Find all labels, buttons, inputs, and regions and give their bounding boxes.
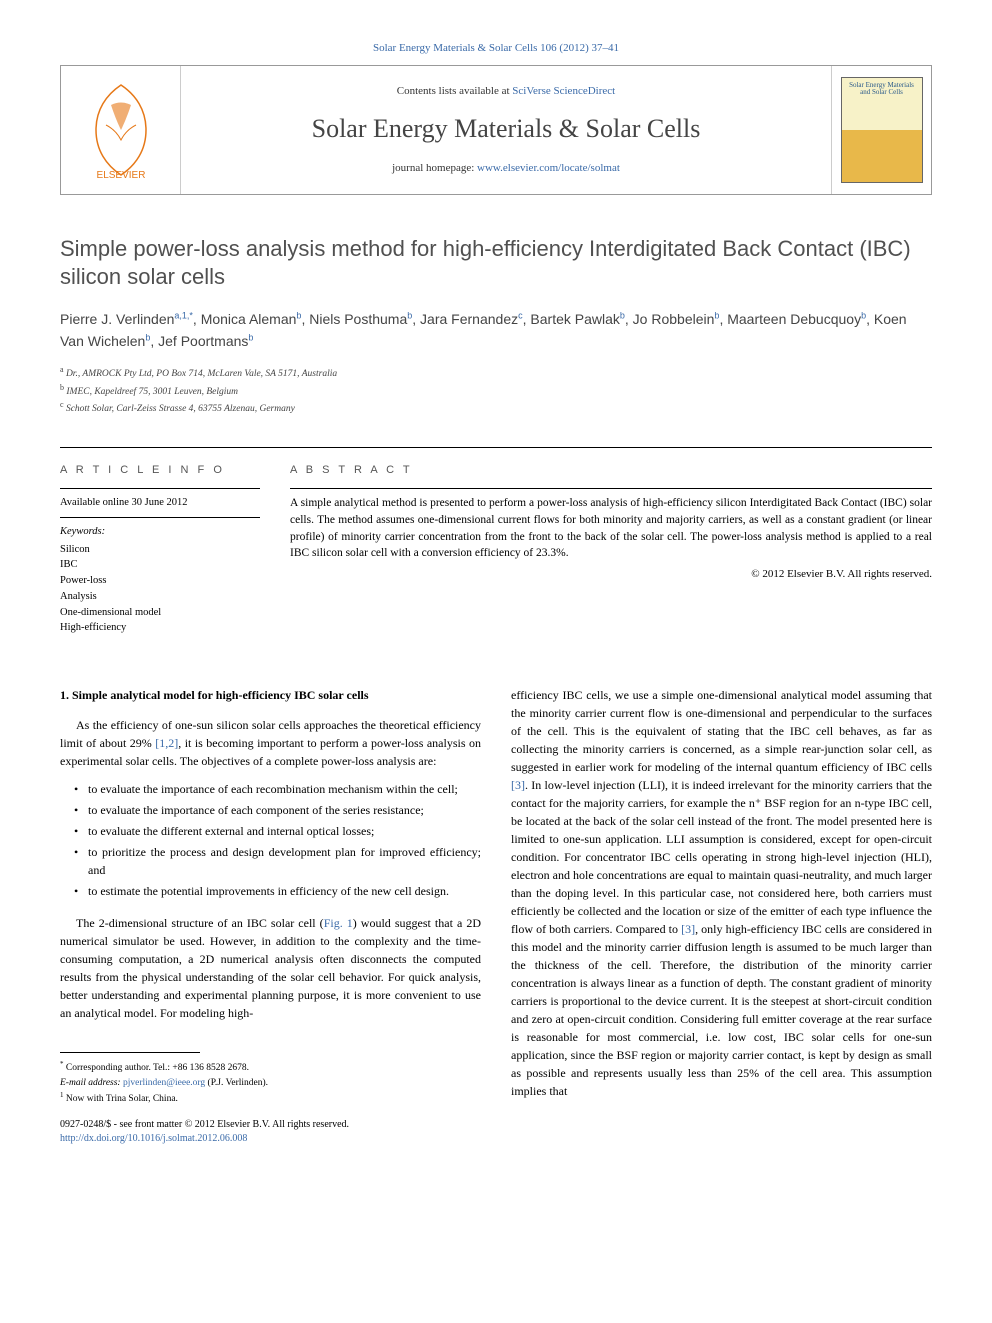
author-affiliation-sup[interactable]: b	[861, 310, 866, 320]
keywords-label: Keywords:	[60, 524, 260, 540]
doi-link[interactable]: http://dx.doi.org/10.1016/j.solmat.2012.…	[60, 1132, 481, 1146]
keyword: One-dimensional model	[60, 605, 260, 621]
email-note: E-mail address: pjverlinden@ieee.org (P.…	[60, 1076, 481, 1090]
doi-block: 0927-0248/$ - see front matter © 2012 El…	[60, 1118, 481, 1146]
keyword: IBC	[60, 557, 260, 573]
author-affiliation-sup[interactable]: b	[145, 332, 150, 342]
citation-link[interactable]: [3]	[511, 778, 525, 792]
objective-item: to evaluate the importance of each compo…	[74, 801, 481, 819]
abstract: A B S T R A C T A simple analytical meth…	[290, 462, 932, 637]
info-divider-2	[60, 517, 260, 518]
keyword: Power-loss	[60, 573, 260, 589]
para-2: The 2-dimensional structure of an IBC so…	[60, 914, 481, 1022]
cover-text-2: and Solar Cells	[860, 89, 903, 97]
affiliation-line: c Schott Solar, Carl-Zeiss Strasse 4, 63…	[60, 399, 932, 416]
figure-link[interactable]: Fig. 1	[324, 916, 353, 930]
article-info: A R T I C L E I N F O Available online 3…	[60, 462, 260, 637]
author-email-link[interactable]: pjverlinden@ieee.org	[123, 1078, 205, 1088]
elsevier-label: ELSEVIER	[96, 170, 145, 180]
corresponding-author-note: * Corresponding author. Tel.: +86 136 85…	[60, 1059, 481, 1075]
citation-link[interactable]: [1,2]	[155, 736, 178, 750]
keyword: Analysis	[60, 589, 260, 605]
col2-para: efficiency IBC cells, we use a simple on…	[511, 686, 932, 1100]
contents-prefix: Contents lists available at	[397, 85, 512, 97]
email-name: (P.J. Verlinden).	[205, 1078, 268, 1088]
abstract-divider	[290, 488, 932, 489]
body-columns: 1. Simple analytical model for high-effi…	[60, 686, 932, 1146]
info-abstract-row: A R T I C L E I N F O Available online 3…	[60, 447, 932, 637]
cover-thumbnail: Solar Energy Materials and Solar Cells	[841, 77, 923, 183]
objective-item: to estimate the potential improvements i…	[74, 882, 481, 900]
info-divider-1	[60, 488, 260, 489]
affiliations: a Dr., AMROCK Pty Ltd, PO Box 714, McLar…	[60, 364, 932, 416]
journal-name: Solar Energy Materials & Solar Cells	[312, 109, 701, 148]
author-affiliation-sup[interactable]: b	[620, 310, 625, 320]
author-affiliation-sup[interactable]: b	[296, 310, 301, 320]
article-info-heading: A R T I C L E I N F O	[60, 462, 260, 479]
abstract-text: A simple analytical method is presented …	[290, 495, 932, 562]
elsevier-logo: ELSEVIER	[61, 66, 181, 194]
contents-available: Contents lists available at SciVerse Sci…	[397, 83, 615, 100]
affiliation-line: a Dr., AMROCK Pty Ltd, PO Box 714, McLar…	[60, 364, 932, 381]
author-affiliation-sup[interactable]: b	[714, 310, 719, 320]
email-label: E-mail address:	[60, 1078, 123, 1088]
column-right: efficiency IBC cells, we use a simple on…	[511, 686, 932, 1146]
header-center: Contents lists available at SciVerse Sci…	[181, 66, 831, 194]
affiliation-line: b IMEC, Kapeldreef 75, 3001 Leuven, Belg…	[60, 382, 932, 399]
column-left: 1. Simple analytical model for high-effi…	[60, 686, 481, 1146]
abstract-heading: A B S T R A C T	[290, 462, 932, 479]
section-1-heading: 1. Simple analytical model for high-effi…	[60, 686, 481, 704]
keyword: High-efficiency	[60, 620, 260, 636]
abstract-copyright: © 2012 Elsevier B.V. All rights reserved…	[290, 566, 932, 583]
objective-item: to evaluate the importance of each recom…	[74, 780, 481, 798]
footnotes: * Corresponding author. Tel.: +86 136 85…	[60, 1059, 481, 1106]
authors-list: Pierre J. Verlindena,1,*, Monica Alemanb…	[60, 308, 932, 353]
author-affiliation-sup[interactable]: a,1,*	[174, 310, 193, 320]
homepage-link[interactable]: www.elsevier.com/locate/solmat	[477, 162, 620, 174]
keyword: Silicon	[60, 542, 260, 558]
objective-item: to prioritize the process and design dev…	[74, 843, 481, 879]
homepage-prefix: journal homepage:	[392, 162, 477, 174]
objectives-list: to evaluate the importance of each recom…	[60, 780, 481, 900]
sciencedirect-link[interactable]: SciVerse ScienceDirect	[512, 85, 615, 97]
footnote-1: 1 Now with Trina Solar, China.	[60, 1090, 481, 1106]
author-affiliation-sup[interactable]: b	[407, 310, 412, 320]
objective-item: to evaluate the different external and i…	[74, 822, 481, 840]
journal-citation-top[interactable]: Solar Energy Materials & Solar Cells 106…	[60, 40, 932, 57]
para-1: As the efficiency of one-sun silicon sol…	[60, 716, 481, 770]
author-affiliation-sup[interactable]: b	[248, 332, 253, 342]
journal-header: ELSEVIER Contents lists available at Sci…	[60, 65, 932, 195]
keywords-list: SiliconIBCPower-lossAnalysisOne-dimensio…	[60, 542, 260, 637]
journal-cover: Solar Energy Materials and Solar Cells	[831, 66, 931, 194]
journal-homepage: journal homepage: www.elsevier.com/locat…	[392, 160, 620, 177]
article-title: Simple power-loss analysis method for hi…	[60, 235, 932, 292]
online-date: Available online 30 June 2012	[60, 495, 260, 511]
front-matter-line: 0927-0248/$ - see front matter © 2012 El…	[60, 1118, 481, 1132]
author-affiliation-sup[interactable]: c	[518, 310, 523, 320]
footnote-divider	[60, 1052, 200, 1053]
citation-link[interactable]: [3]	[681, 922, 695, 936]
